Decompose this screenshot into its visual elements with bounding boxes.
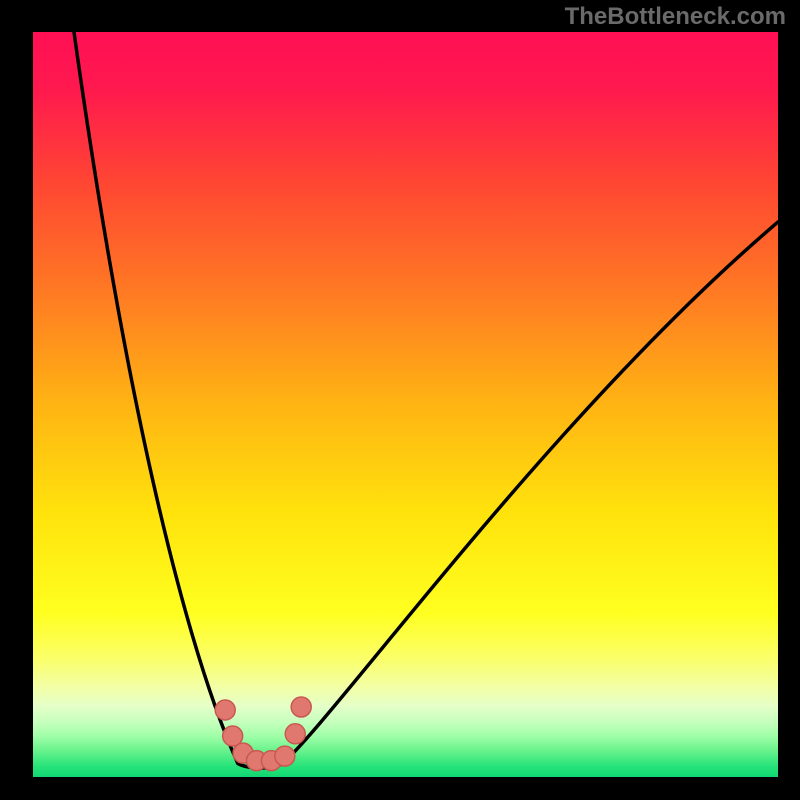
plot-area [33, 32, 778, 777]
data-marker [215, 700, 235, 720]
data-marker [285, 724, 305, 744]
plot-svg [33, 32, 778, 777]
gradient-background [33, 32, 778, 777]
data-marker [291, 697, 311, 717]
watermark-text: TheBottleneck.com [565, 3, 786, 31]
chart-container: TheBottleneck.com [0, 0, 800, 800]
data-marker [275, 746, 295, 766]
